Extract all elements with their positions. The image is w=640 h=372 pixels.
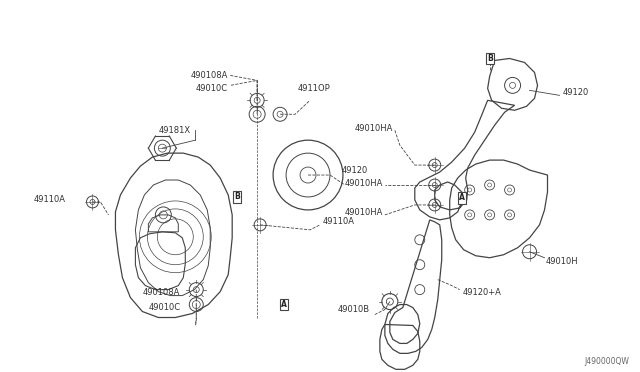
Text: 4911OP: 4911OP: [298, 84, 331, 93]
Text: 490108A: 490108A: [191, 71, 228, 80]
Text: A: A: [281, 300, 287, 309]
Text: 49010HA: 49010HA: [344, 208, 383, 217]
Text: 49010HA: 49010HA: [344, 179, 383, 187]
Text: 49120+A: 49120+A: [463, 288, 502, 297]
Text: 49120: 49120: [563, 88, 589, 97]
Text: 490108A: 490108A: [143, 288, 180, 297]
Text: 49010B: 49010B: [338, 305, 370, 314]
Text: B: B: [487, 54, 493, 63]
Text: 49110A: 49110A: [33, 195, 65, 205]
Text: 49010C: 49010C: [148, 303, 180, 312]
Text: 49110A: 49110A: [323, 217, 355, 227]
Text: A: A: [459, 193, 465, 202]
Text: J490000QW: J490000QW: [584, 357, 629, 366]
Text: 49010C: 49010C: [196, 84, 228, 93]
Text: 49181X: 49181X: [158, 126, 190, 135]
Text: 49010H: 49010H: [545, 257, 578, 266]
Text: B: B: [234, 192, 240, 202]
Text: 49010HA: 49010HA: [355, 124, 393, 133]
Text: 49120: 49120: [342, 166, 368, 174]
